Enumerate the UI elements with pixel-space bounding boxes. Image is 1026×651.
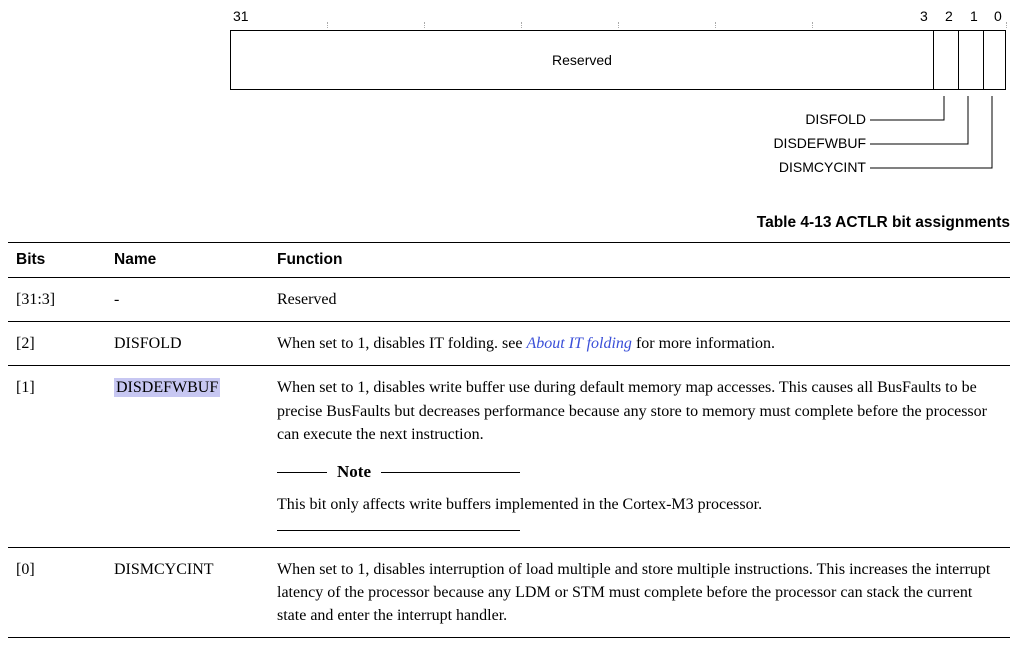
leader-disfold: DISFOLD — [805, 111, 866, 127]
reserved-field: Reserved — [231, 31, 934, 89]
bit-cell-0 — [984, 31, 1008, 89]
leader-dismcycint: DISMCYCINT — [779, 159, 866, 175]
bit-label-1: 1 — [970, 8, 978, 24]
highlighted-name: DISDEFWBUF — [114, 378, 220, 397]
actlr-table: Bits Name Function [31:3] - Reserved [2]… — [8, 242, 1010, 638]
bit-label-2: 2 — [945, 8, 953, 24]
cell-name: - — [106, 278, 269, 322]
cell-name: DISMCYCINT — [106, 547, 269, 638]
header-name: Name — [106, 243, 269, 278]
header-function: Function — [269, 243, 1010, 278]
leader-lines: DISFOLD DISDEFWBUF DISMCYCINT — [230, 96, 1006, 196]
note-block: Note — [277, 460, 520, 485]
func-text-pre: When set to 1, disables IT folding. see — [277, 335, 526, 352]
cell-bits: [1] — [8, 366, 106, 547]
leader-disdefwbuf: DISDEFWBUF — [773, 135, 866, 151]
cell-bits: [31:3] — [8, 278, 106, 322]
table-row: [0] DISMCYCINT When set to 1, disables i… — [8, 547, 1010, 638]
cell-bits: [2] — [8, 322, 106, 366]
bit-cell-1 — [959, 31, 984, 89]
register-box: Reserved — [230, 30, 1006, 90]
header-bits: Bits — [8, 243, 106, 278]
func-text: When set to 1, disables write buffer use… — [277, 376, 1000, 446]
table-row: [31:3] - Reserved — [8, 278, 1010, 322]
table-row: [2] DISFOLD When set to 1, disables IT f… — [8, 322, 1010, 366]
bit-number-row: 31 3 2 1 0 — [230, 8, 1006, 28]
cell-bits: [0] — [8, 547, 106, 638]
link-about-it-folding[interactable]: About IT folding — [526, 335, 632, 352]
cell-name: DISFOLD — [106, 322, 269, 366]
note-label: Note — [337, 460, 371, 485]
table-caption: Table 4-13 ACTLR bit assignments — [8, 214, 1010, 232]
bit-label-0: 0 — [994, 8, 1002, 24]
cell-func: Reserved — [269, 278, 1010, 322]
table-row: [1] DISDEFWBUF When set to 1, disables w… — [8, 366, 1010, 547]
func-text-post: for more information. — [632, 335, 775, 352]
cell-func: When set to 1, disables write buffer use… — [269, 366, 1010, 547]
note-text: This bit only affects write buffers impl… — [277, 493, 1000, 516]
bit-cell-2 — [934, 31, 959, 89]
cell-name: DISDEFWBUF — [106, 366, 269, 547]
cell-func: When set to 1, disables interruption of … — [269, 547, 1010, 638]
cell-func: When set to 1, disables IT folding. see … — [269, 322, 1010, 366]
bit-label-3: 3 — [920, 8, 928, 24]
register-diagram: 31 3 2 1 0 Reserved DISFOLD DISDEF — [230, 8, 1006, 196]
bit-label-31: 31 — [233, 8, 249, 24]
